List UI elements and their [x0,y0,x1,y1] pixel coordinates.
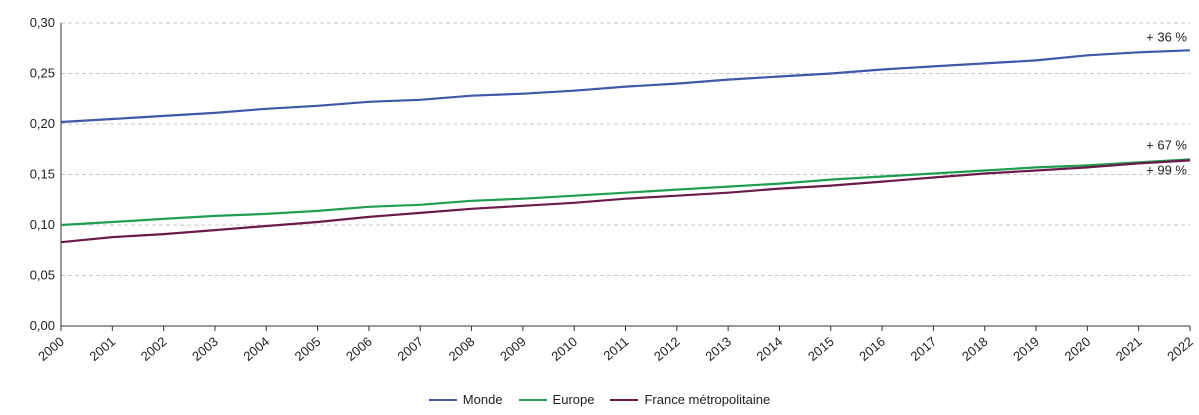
x-tick-label: 2001 [86,334,118,364]
x-tick-label: 2016 [856,334,888,364]
series-line [60,158,1191,227]
x-tick-label: 2022 [1164,334,1196,364]
x-tick-label: 2015 [805,334,837,364]
series-line [60,159,1191,244]
line-chart: 0,00 0,05 0,10 0,15 0,20 0,25 0,30 2000 2001 200… [30,15,1196,364]
x-tick-label: 2021 [1113,334,1145,364]
x-tick-label: 2005 [292,334,324,364]
series-lines [60,49,1191,244]
series-annotation: + 67 % [1146,137,1187,152]
legend-swatch-france [610,398,639,401]
y-tick-label: 0,10 [30,217,55,232]
x-tick-label: 2017 [908,334,940,364]
x-tick-label: 2008 [446,334,478,364]
y-axis-ticks: 0,00 0,05 0,10 0,15 0,20 0,25 0,30 [30,15,55,333]
legend-swatch-europe [518,398,547,401]
legend-label-monde: Monde [462,392,503,407]
y-tick-label: 0,20 [30,116,55,131]
x-tick-label: 2014 [754,334,786,364]
series-annotation: + 36 % [1146,29,1187,44]
y-tick-label: 0,00 [30,318,55,333]
y-tick-label: 0,05 [30,268,55,283]
x-tick-label: 2019 [1010,334,1042,364]
x-tick-label: 2018 [959,334,991,364]
x-tick-label: 2020 [1061,334,1093,364]
y-tick-label: 0,30 [30,15,55,30]
legend: Monde Europe France métropolitaine [0,392,1199,407]
y-tick-label: 0,15 [30,167,55,182]
x-tick-label: 2012 [651,334,683,364]
legend-item-monde: Monde [428,392,503,407]
legend-swatch-monde [428,398,457,401]
grid-lines [61,22,1190,276]
legend-item-europe: Europe [518,392,595,407]
x-tick-label: 2010 [548,334,580,364]
legend-label-france: France métropolitaine [644,392,771,407]
x-tick-label: 2009 [497,334,529,364]
x-tick-label: 2011 [600,334,631,363]
series-line [60,49,1191,124]
legend-label-europe: Europe [552,392,595,407]
x-tick-label: 2013 [702,334,734,364]
x-tick-label: 2006 [343,334,375,364]
x-tick-label: 2002 [138,334,170,364]
x-tick-label: 2004 [240,334,272,364]
y-tick-label: 0,25 [30,66,55,81]
x-tick-label: 2007 [394,334,426,364]
legend-item-france: France métropolitaine [610,392,770,407]
series-annotation: + 99 % [1146,162,1187,177]
x-tick-label: 2000 [35,334,67,364]
annotations: + 36 % + 67 % + 99 % [1146,29,1187,177]
x-tick-label: 2003 [189,334,221,364]
